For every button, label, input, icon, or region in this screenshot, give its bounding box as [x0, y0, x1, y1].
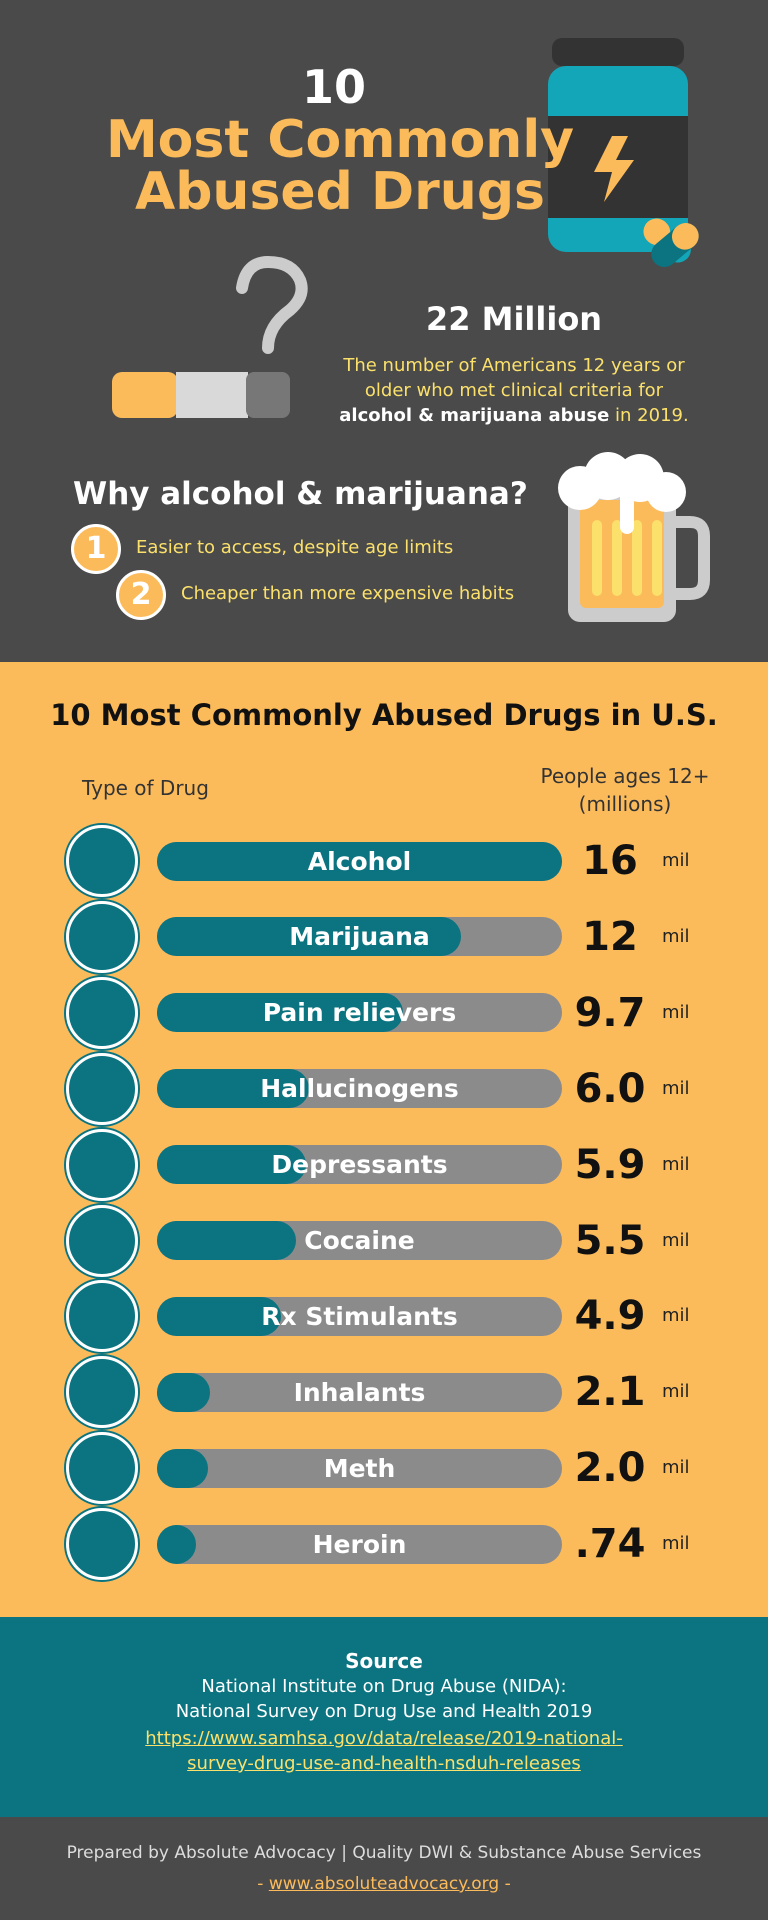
capsule — [651, 223, 699, 267]
number-badge: 2 — [116, 570, 166, 620]
text: alcohol & marijuana abuse — [339, 405, 610, 426]
reason-text: Easier to access, despite age limits — [136, 537, 454, 558]
drug-icon — [66, 1204, 138, 1277]
unit-label: mil — [662, 1153, 690, 1175]
value-label: 16 — [582, 838, 638, 884]
unit-label: mil — [662, 850, 690, 871]
bar — [157, 1145, 307, 1185]
bolt — [594, 136, 634, 202]
bar — [157, 917, 461, 957]
text: The number of Americans 12 years or olde… — [343, 355, 685, 401]
bar-track — [157, 1524, 562, 1564]
source-link-box: https://www.samhsa.gov/data/release/2019… — [114, 1726, 654, 1776]
bar-label: Hallucinogens — [260, 1074, 459, 1104]
bar — [157, 1296, 282, 1336]
value-label: 5.9 — [574, 1141, 646, 1188]
stat-description: The number of Americans 12 years or olde… — [334, 353, 694, 428]
value-label: 4.9 — [574, 1293, 646, 1340]
drug-icon — [66, 825, 138, 897]
drug-icon — [66, 976, 138, 1049]
value-label: 6.0 — [574, 1065, 646, 1112]
bar — [157, 1524, 196, 1564]
value-label: .74 — [574, 1521, 646, 1568]
cigarette-paper — [176, 372, 248, 418]
bar — [157, 1372, 211, 1412]
bar — [157, 841, 562, 881]
bar-label: Alcohol — [307, 846, 412, 876]
footer-link[interactable]: www.absoluteadvocacy.org — [268, 1874, 500, 1894]
text: in 2019. — [615, 405, 689, 426]
number-badge: 1 — [71, 524, 121, 574]
drug-icon — [66, 1128, 138, 1201]
beer-handle — [672, 516, 710, 600]
bar-track — [157, 1372, 562, 1412]
bar-label: Inhalants — [293, 1377, 426, 1407]
stat-headline: 22 Million — [425, 300, 603, 338]
unit-label: mil — [662, 925, 690, 947]
column-header: People ages 12+ (millions) — [540, 764, 710, 816]
footer-link-line: - www.absoluteadvocacy.org - — [0, 1874, 768, 1894]
bar-track — [157, 1448, 562, 1488]
footer-section — [0, 1817, 768, 1920]
beer-stripes — [592, 520, 662, 596]
drug-icon — [66, 1508, 138, 1581]
value-label: 9.7 — [574, 989, 646, 1036]
unit-label: mil — [662, 1533, 690, 1555]
bar — [157, 1221, 297, 1260]
question-mark — [236, 255, 308, 354]
unit-label: mil — [662, 1001, 690, 1023]
source-text: National Institute on Drug Abuse (NIDA): — [201, 1676, 567, 1697]
bar-label: Heroin — [312, 1529, 407, 1559]
bar-label: Pain relievers — [262, 998, 457, 1028]
bar-label: Marijuana — [289, 922, 430, 952]
bar-label: Meth — [323, 1453, 396, 1483]
chart-title: 10 Most Commonly Abused Drugs in U.S. — [50, 698, 718, 732]
unit-label: mil — [662, 1229, 690, 1251]
footer-text: Prepared by Absolute Advocacy | Quality … — [66, 1843, 702, 1863]
reason-text: Cheaper than more expensive habits — [181, 583, 515, 604]
unit-label: mil — [662, 1077, 690, 1099]
jar-lid — [552, 38, 684, 66]
dash: - — [504, 1874, 511, 1894]
reasons-title: Why alcohol & marijuana? — [73, 476, 528, 512]
unit-label: mil — [662, 1381, 690, 1403]
bar — [157, 1069, 309, 1109]
drug-icon — [66, 900, 138, 973]
title-number: 10 — [301, 60, 366, 114]
title-line: Abused Drugs — [134, 162, 546, 222]
value-label: 2.0 — [574, 1445, 646, 1492]
bar-label: Cocaine — [304, 1226, 415, 1255]
source-title: Source — [345, 1649, 423, 1673]
value-label: 5.5 — [574, 1217, 646, 1264]
drug-icon — [66, 1432, 138, 1505]
bar-label: Rx Stimulants — [261, 1301, 458, 1331]
unit-label: mil — [662, 1305, 690, 1327]
source-link[interactable]: https://www.samhsa.gov/data/release/2019… — [145, 1728, 623, 1774]
source-section — [0, 1617, 768, 1817]
dash: - — [257, 1874, 264, 1894]
value-label: 12 — [582, 913, 638, 960]
source-text: National Survey on Drug Use and Health 2… — [175, 1701, 593, 1722]
bar-label: Depressants — [271, 1150, 448, 1180]
column-header: Type of Drug — [82, 776, 209, 800]
illustrations — [112, 38, 710, 622]
beer-foam — [558, 452, 686, 534]
cigarette-ash — [246, 372, 290, 418]
drug-icon — [66, 1356, 138, 1429]
drug-icon — [66, 1280, 138, 1353]
title-line: Most Commonly — [105, 110, 575, 170]
bar — [157, 993, 403, 1033]
value-label: 2.1 — [574, 1369, 646, 1416]
unit-label: mil — [662, 1457, 690, 1479]
bar — [157, 1448, 208, 1488]
drug-icon — [66, 1052, 138, 1125]
cigarette-filter — [112, 372, 178, 418]
